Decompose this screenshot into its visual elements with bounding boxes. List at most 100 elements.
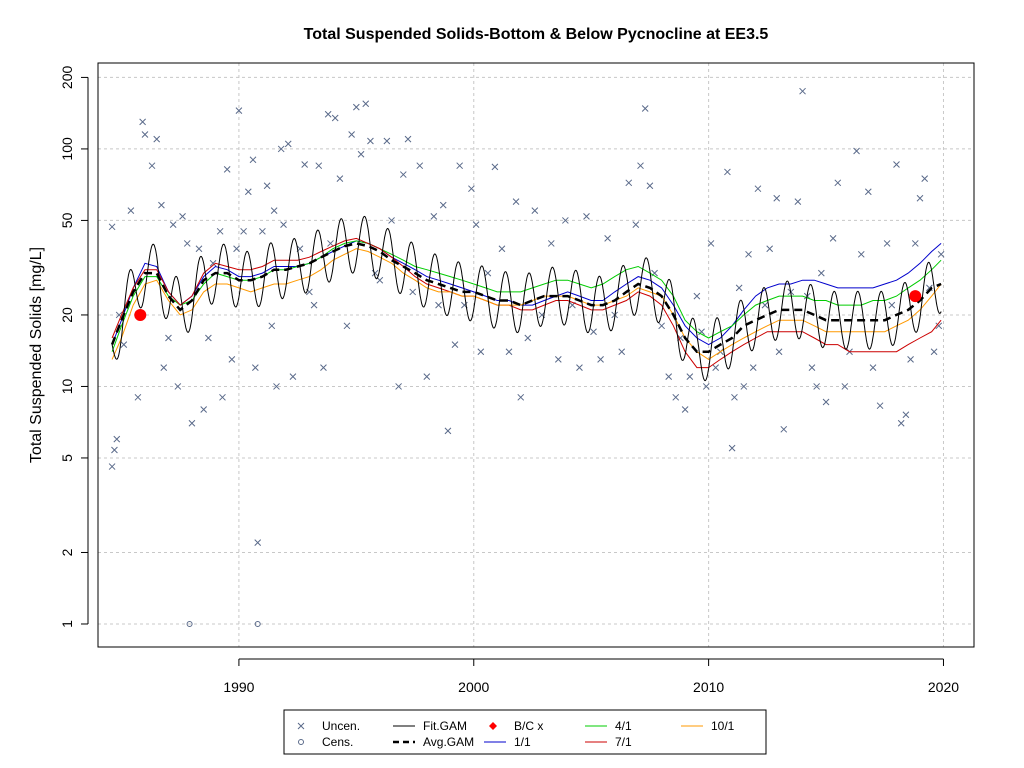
uncensored-point (883, 240, 891, 247)
x-tick-label: 2010 (693, 679, 724, 695)
uncensored-point (761, 301, 769, 309)
uncensored-point (352, 103, 360, 111)
uncensored-point (517, 393, 525, 401)
uncensored-point (395, 383, 402, 390)
uncensored-point (324, 110, 332, 118)
uncensored-point (376, 276, 384, 284)
uncensored-point (435, 301, 442, 309)
uncensored-point (165, 334, 172, 342)
uncensored-point (111, 446, 118, 454)
uncensored-point (249, 156, 257, 164)
y-tick-label: 20 (59, 307, 75, 323)
series-line-s7 (111, 237, 942, 369)
uncensored-point (235, 107, 243, 114)
uncensored-point (371, 269, 379, 277)
uncensored-point (813, 383, 821, 390)
uncensored-point (829, 235, 837, 242)
uncensored-point (362, 100, 370, 108)
uncensored-point (451, 341, 459, 348)
uncensored-point (498, 245, 506, 253)
bc-point (134, 308, 147, 321)
legend-item: Fit.GAM (393, 719, 467, 733)
y-tick-label: 100 (59, 137, 75, 161)
uncensored-point (864, 188, 872, 196)
uncensored-point (367, 137, 374, 145)
y-tick-label: 5 (59, 454, 75, 462)
uncensored-point (745, 250, 752, 258)
uncensored-point (209, 259, 217, 267)
legend-item: 10/1 (681, 719, 735, 733)
legend-symbol (489, 722, 497, 730)
uncensored-point (707, 240, 715, 247)
legend-box (283, 709, 767, 755)
uncensored-point (794, 198, 802, 205)
uncensored-point (766, 245, 774, 253)
uncensored-point (637, 162, 644, 170)
uncensored-point (935, 322, 943, 330)
uncensored-point (301, 161, 309, 168)
uncensored-point (740, 383, 748, 390)
uncensored-point (780, 425, 788, 433)
legend-symbol (297, 722, 305, 730)
uncensored-point (268, 322, 276, 330)
uncensored-point (658, 322, 665, 330)
uncensored-point (254, 539, 262, 546)
uncensored-point (930, 348, 938, 356)
uncensored-point (174, 383, 182, 390)
uncensored-point (383, 137, 391, 145)
uncensored-point (731, 393, 738, 401)
uncensored-point (251, 364, 259, 371)
legend-label: Fit.GAM (423, 719, 467, 733)
uncensored-point (641, 105, 649, 112)
legend-symbol (298, 739, 304, 745)
uncensored-point (348, 131, 355, 138)
uncensored-point (139, 118, 146, 126)
uncensored-point (108, 223, 116, 231)
uncensored-point (531, 207, 539, 214)
uncensored-point (735, 284, 743, 292)
legend-label: 7/1 (615, 735, 632, 749)
uncensored-point (681, 406, 689, 413)
uncensored-point (205, 334, 212, 342)
uncensored-point (477, 348, 485, 356)
uncensored-point (857, 250, 865, 258)
uncensored-point (127, 207, 135, 214)
uncensored-point (775, 348, 783, 356)
uncensored-point (343, 322, 351, 330)
uncensored-point (315, 162, 323, 170)
y-axis: 1 2 5 10 20 50 100 200 (59, 66, 89, 628)
x-axis: 1990 2000 2010 2020 (223, 658, 959, 695)
uncensored-point (937, 250, 945, 258)
legend-item: 1/1 (484, 735, 531, 749)
uncensored-point (113, 435, 121, 443)
uncensored-point (625, 179, 633, 187)
uncensored-point (439, 201, 447, 209)
uncensored-point (491, 163, 499, 171)
uncensored-point (749, 364, 757, 371)
avg-gam-line (110, 242, 942, 353)
uncensored-point (444, 427, 452, 435)
uncensored-point (331, 114, 339, 122)
uncensored-point (216, 227, 224, 235)
uncensored-point (183, 240, 191, 247)
trend-curves (110, 215, 942, 382)
uncensored-point (456, 162, 464, 170)
uncensored-point (423, 373, 431, 380)
uncensored-point (562, 217, 569, 224)
uncensored-points (108, 87, 945, 546)
uncensored-point (280, 221, 287, 228)
uncensored-point (472, 221, 480, 228)
y-axis-label: Total Suspended Solids [mg/L] (28, 247, 45, 463)
uncensored-point (808, 364, 816, 371)
uncensored-point (277, 145, 285, 153)
uncensored-point (853, 147, 860, 155)
uncensored-point (160, 364, 168, 371)
uncensored-point (907, 356, 914, 363)
uncensored-point (134, 393, 142, 401)
legend-label: B/C x (514, 719, 543, 733)
series-line-s4 (111, 240, 942, 352)
uncensored-point (179, 213, 186, 220)
uncensored-point (822, 398, 830, 406)
uncensored-point (320, 364, 327, 371)
uncensored-point (618, 348, 626, 356)
